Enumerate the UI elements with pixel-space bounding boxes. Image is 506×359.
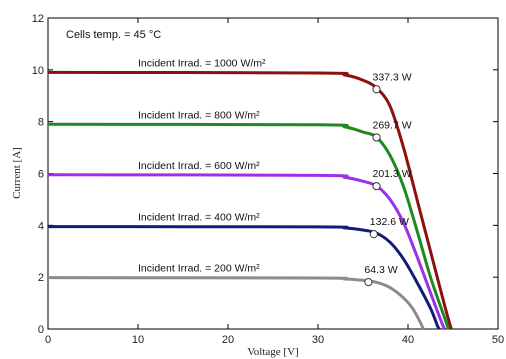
y-tick-label: 4 xyxy=(38,220,44,232)
x-tick-label: 40 xyxy=(402,334,414,346)
series-name-label: Incident Irrad. = 800 W/m² xyxy=(138,109,260,121)
series-name-label: Incident Irrad. = 200 W/m² xyxy=(138,263,260,275)
mpp-marker xyxy=(372,133,381,142)
y-tick-label: 0 xyxy=(38,324,44,336)
mpp-power-label: 269.7 W xyxy=(373,119,412,131)
series-line-0 xyxy=(47,70,453,330)
series-line-1 xyxy=(47,122,450,330)
y-tick-label: 8 xyxy=(38,117,44,129)
series-name-label: Incident Irrad. = 1000 W/m² xyxy=(138,57,266,69)
y-tick-label: 6 xyxy=(38,169,44,181)
series-line-3 xyxy=(47,225,441,331)
x-tick-label: 30 xyxy=(312,334,324,346)
y-tick-label: 10 xyxy=(32,65,44,77)
series-labels: Incident Irrad. = 1000 W/m² 337.3 W Incide… xyxy=(138,57,412,287)
mpp-marker xyxy=(372,85,381,94)
y-axis-ticks: 0 2 4 6 8 10 12 xyxy=(32,13,498,336)
series-name-label: Incident Irrad. = 400 W/m² xyxy=(138,212,260,224)
y-axis-label: Current [A] xyxy=(11,147,23,199)
mpp-marker xyxy=(364,277,373,287)
y-tick-label: 12 xyxy=(32,13,44,25)
mpp-marker xyxy=(372,182,381,191)
y-tick-label: 2 xyxy=(38,272,44,284)
series-line-2 xyxy=(47,173,447,330)
x-tick-label: 50 xyxy=(492,334,504,346)
mpp-power-label: 64.3 W xyxy=(364,264,397,276)
x-tick-label: 10 xyxy=(132,334,144,346)
mpp-power-label: 337.3 W xyxy=(373,71,412,83)
mpp-power-label: 201.3 W xyxy=(373,168,412,180)
series-line-4 xyxy=(47,276,425,330)
x-axis-ticks: 0 10 20 30 40 50 xyxy=(45,18,504,346)
temperature-annotation: Cells temp. = 45 °C xyxy=(66,29,161,41)
x-axis-label: Voltage [V] xyxy=(247,346,298,358)
x-tick-label: 20 xyxy=(222,334,234,346)
x-tick-label: 0 xyxy=(45,334,51,346)
mpp-power-label: 132.6 W xyxy=(370,216,409,228)
series-group xyxy=(47,70,453,331)
series-name-label: Incident Irrad. = 600 W/m² xyxy=(138,160,260,172)
mpp-marker xyxy=(369,230,378,239)
